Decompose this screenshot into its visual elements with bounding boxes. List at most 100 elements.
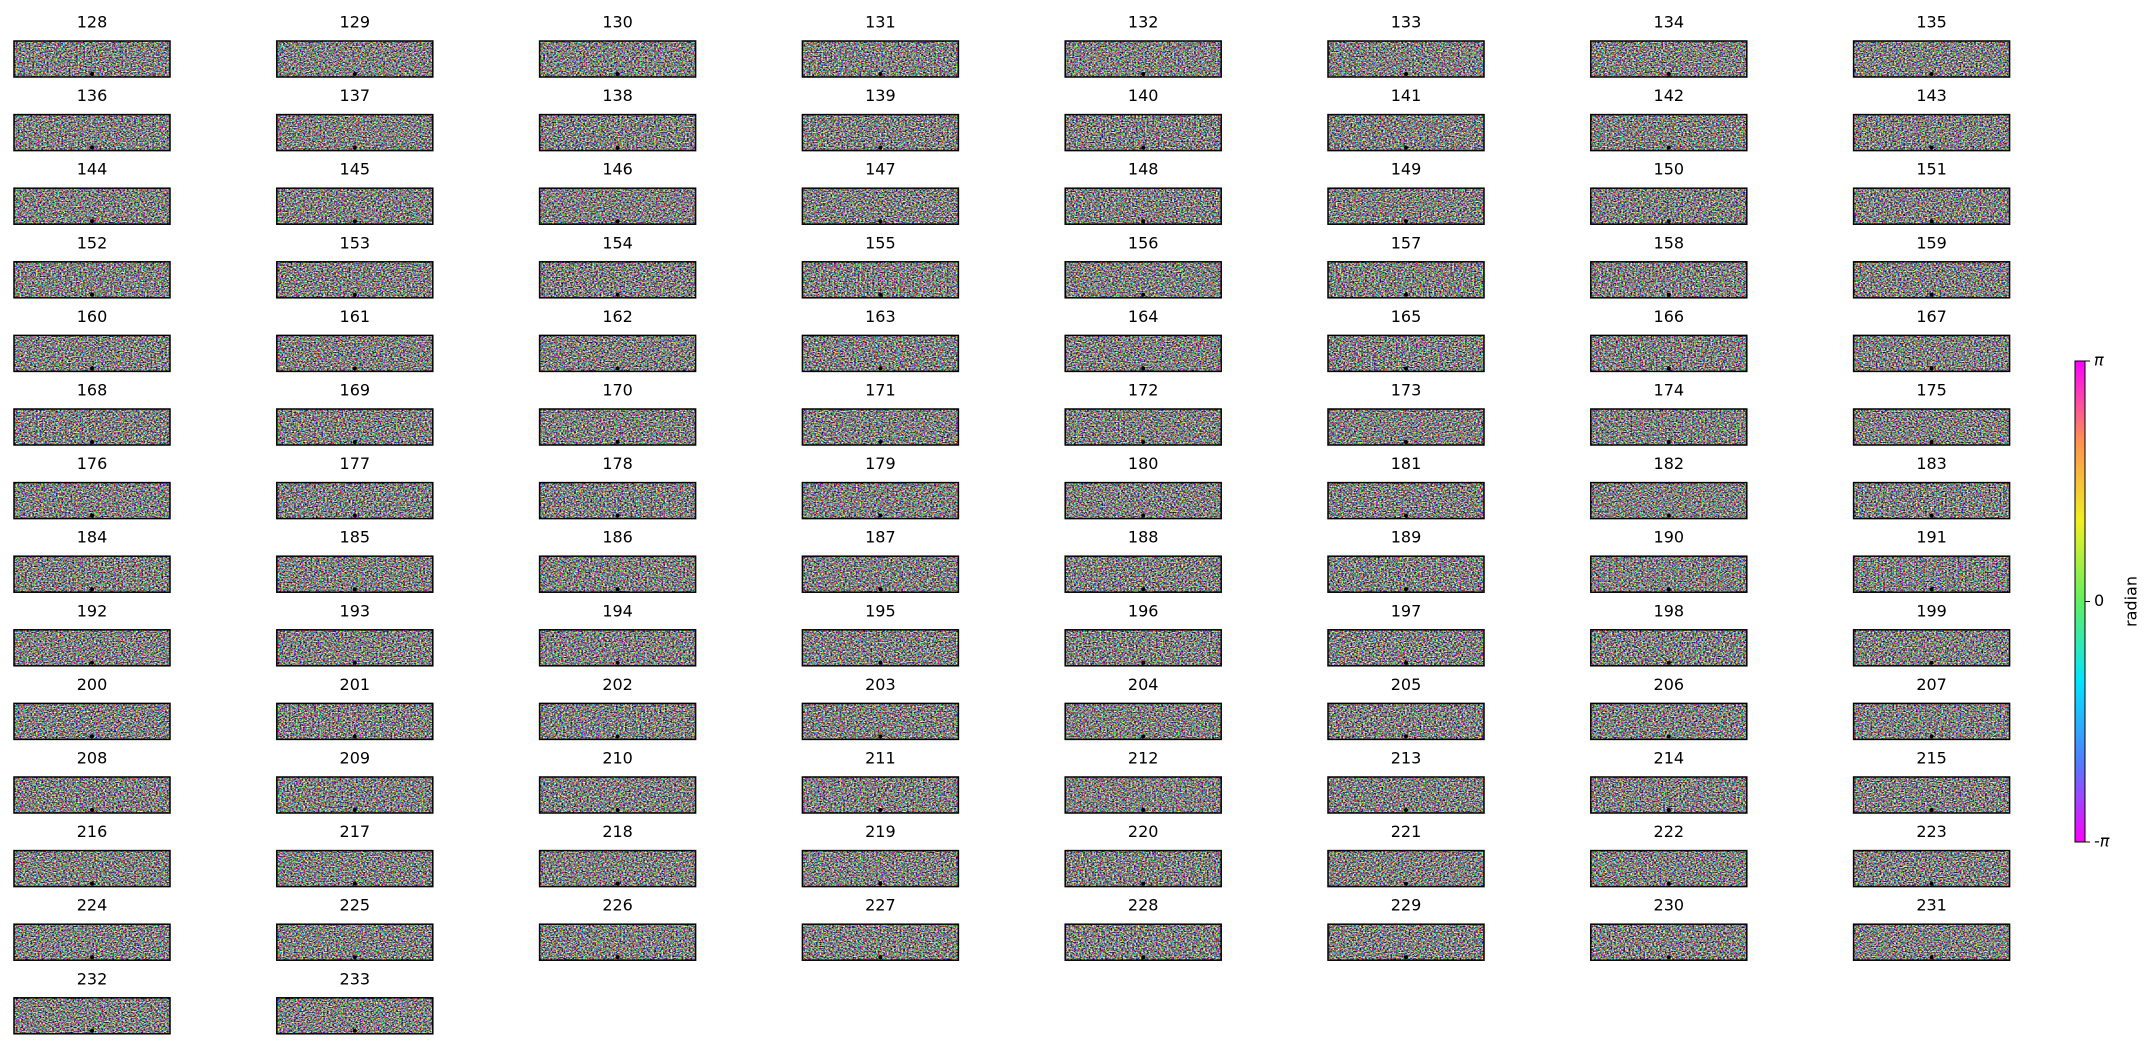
panel-frame [1590, 261, 1748, 299]
reference-point [1404, 366, 1408, 371]
panel-title: 198 [1654, 601, 1685, 620]
interferogram [14, 114, 170, 151]
panel-frame [1327, 555, 1485, 593]
interferogram [1590, 629, 1747, 666]
panel-frame [276, 923, 434, 961]
interferogram [802, 114, 959, 151]
reference-point [1929, 292, 1934, 297]
panel-title: 154 [602, 233, 633, 252]
panel-frame [538, 923, 697, 961]
reference-point [90, 292, 94, 297]
panel-frame [538, 113, 697, 152]
panel-frame [276, 187, 434, 225]
panel-frame [1590, 187, 1748, 225]
reference-point [1666, 734, 1671, 739]
reference-point [878, 808, 883, 812]
interferogram [1328, 777, 1484, 813]
panel-title: 231 [1916, 896, 1947, 915]
interferogram [1853, 482, 2010, 519]
interferogram [1853, 261, 2010, 298]
interferogram [539, 629, 696, 666]
panel-title: 215 [1916, 749, 1947, 768]
panel-frame [13, 776, 171, 814]
colorbar-tick-label: π [2094, 351, 2104, 370]
panel-title: 206 [1654, 675, 1685, 694]
panel-frame [538, 261, 697, 299]
panel-title: 148 [1128, 160, 1159, 179]
panel-frame [1327, 481, 1485, 520]
panel-frame [801, 334, 960, 373]
panel-title: 189 [1391, 528, 1422, 547]
interferogram [14, 188, 170, 225]
panel-frame [538, 629, 697, 667]
colorbar [2074, 360, 2086, 843]
interferogram [802, 482, 959, 519]
interferogram [1853, 114, 2010, 151]
panel-frame [1590, 849, 1748, 888]
interferogram [1590, 261, 1747, 298]
reference-point [90, 440, 94, 444]
interferogram [14, 556, 170, 593]
interferogram [1590, 556, 1747, 593]
interferogram [14, 41, 170, 77]
panel-title: 149 [1391, 160, 1422, 179]
reference-point [1666, 587, 1671, 592]
interferogram [276, 409, 433, 445]
panel-title: 153 [340, 233, 371, 252]
panel-title: 195 [865, 601, 896, 620]
reference-point [878, 660, 883, 665]
reference-point [1666, 366, 1671, 371]
panel-title: 143 [1916, 86, 1947, 105]
interferogram [1590, 482, 1747, 519]
panel-title: 183 [1916, 454, 1947, 473]
reference-point [352, 734, 357, 739]
reference-point [1404, 881, 1408, 886]
interferogram [1065, 777, 1222, 813]
reference-point [1666, 145, 1671, 150]
reference-point [1666, 955, 1671, 960]
panel-title: 192 [77, 601, 108, 620]
panel-frame [1327, 923, 1485, 961]
interferogram [1590, 335, 1747, 372]
reference-point [1929, 366, 1934, 371]
panel-frame [1327, 849, 1485, 888]
interferogram [539, 482, 696, 519]
reference-point [90, 145, 94, 150]
reference-point [352, 292, 357, 297]
reference-point [615, 660, 620, 665]
reference-point [878, 219, 883, 224]
panel-title: 217 [340, 822, 371, 841]
panel-title: 159 [1916, 233, 1947, 252]
panel-frame [1852, 776, 2011, 814]
reference-point [1929, 587, 1934, 592]
panel-frame [1590, 702, 1748, 741]
interferogram [1590, 114, 1747, 151]
interferogram [1590, 777, 1747, 813]
reference-point [90, 366, 94, 371]
reference-point [615, 72, 620, 76]
reference-point [1404, 734, 1408, 739]
reference-point [90, 955, 94, 960]
panel-title: 184 [77, 528, 108, 547]
reference-point [1929, 440, 1934, 444]
reference-point [1666, 881, 1671, 886]
panel-title: 185 [340, 528, 371, 547]
panel-title: 164 [1128, 307, 1159, 326]
panel-frame [1327, 40, 1485, 78]
interferogram [1328, 409, 1484, 445]
panel-frame [1327, 113, 1485, 152]
interferogram [276, 997, 433, 1034]
panel-title: 129 [340, 13, 371, 32]
reference-point [1404, 292, 1408, 297]
panel-title: 222 [1654, 822, 1685, 841]
panel-frame [801, 702, 960, 741]
panel-title: 210 [602, 749, 633, 768]
panel-title: 130 [602, 13, 633, 32]
interferogram [1328, 41, 1484, 77]
reference-point [352, 587, 357, 592]
panel-frame [801, 408, 960, 446]
panel-title: 199 [1916, 601, 1947, 620]
panel-frame [801, 629, 960, 667]
panel-title: 165 [1391, 307, 1422, 326]
panel-frame [801, 776, 960, 814]
